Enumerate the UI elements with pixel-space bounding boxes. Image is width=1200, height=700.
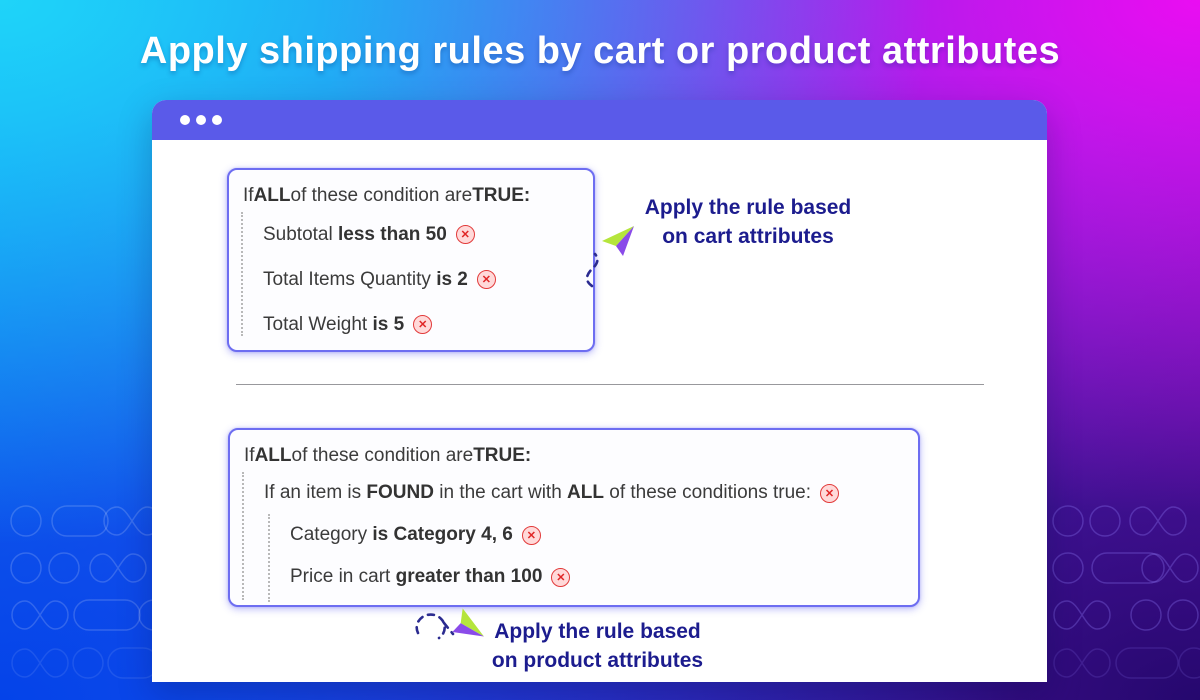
window-dot-icon <box>196 115 206 125</box>
condition-text: Total Items Quantity is 2 <box>263 268 468 290</box>
section-divider <box>236 384 984 385</box>
connector-line <box>268 514 270 602</box>
condition-row: If an item is FOUND in the cart with ALL… <box>244 472 904 514</box>
paper-plane-icon <box>585 226 634 288</box>
condition-row: Subtotal less than 50 ✕ <box>243 212 579 257</box>
paper-plane-icon <box>415 605 484 643</box>
remove-condition-icon[interactable]: ✕ <box>455 225 475 244</box>
page-title: Apply shipping rules by cart or product … <box>139 30 1061 72</box>
remove-condition-icon[interactable]: ✕ <box>551 567 571 587</box>
window-title-bar <box>152 100 1047 140</box>
product-conditions-card: If ALL of these condition are TRUE: If a… <box>228 428 920 607</box>
remove-condition-icon[interactable]: ✕ <box>413 315 433 334</box>
annotation-line: Apply the rule based <box>644 196 852 219</box>
decorative-shapes-right <box>1052 505 1200 679</box>
cart-attributes-annotation: Apply the rule based on cart attributes <box>628 193 868 251</box>
remove-condition-icon[interactable]: ✕ <box>820 483 839 503</box>
decorative-shapes-left <box>10 505 154 679</box>
connector-line <box>241 212 243 336</box>
window-dot-icon <box>212 115 222 125</box>
condition-row: Category is Category 4, 6 ✕ <box>244 514 904 556</box>
remove-condition-icon[interactable]: ✕ <box>476 270 496 289</box>
condition-row: Price in cart greater than 100 ✕ <box>244 556 904 598</box>
annotation-line: Apply the rule based <box>494 620 701 643</box>
remove-condition-icon[interactable]: ✕ <box>521 525 541 545</box>
cart-conditions-card: If ALL of these condition are TRUE: Subt… <box>227 168 595 352</box>
product-attributes-annotation: Apply the rule based on product attribute… <box>480 617 715 675</box>
condition-text: Subtotal less than 50 <box>263 223 447 245</box>
condition-text: Price in cart greater than 100 <box>290 566 543 587</box>
annotation-line: on cart attributes <box>662 225 834 248</box>
window-dot-icon <box>180 115 190 125</box>
condition-row: Total Weight is 5 ✕ <box>243 302 579 347</box>
condition-row: Total Items Quantity is 2 ✕ <box>243 257 579 302</box>
condition-group-header: If ALL of these condition are TRUE: <box>243 185 531 206</box>
condition-group-header: If ALL of these condition are TRUE: <box>244 445 532 466</box>
connector-line <box>242 472 244 600</box>
condition-text: Total Weight is 5 <box>263 313 405 335</box>
condition-text: Category is Category 4, 6 <box>290 524 513 545</box>
annotation-line: on product attributes <box>491 649 704 672</box>
condition-text: If an item is FOUND in the cart with ALL… <box>264 482 811 503</box>
